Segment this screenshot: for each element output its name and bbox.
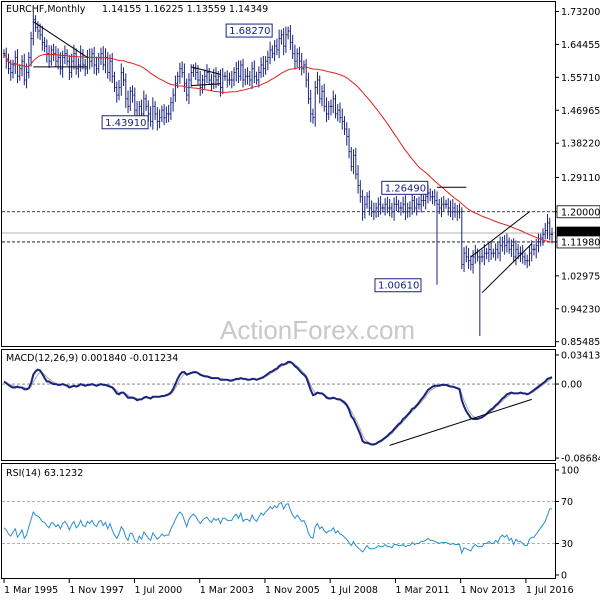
- rsi-grid: [2, 501, 555, 544]
- macd-trendline: [389, 398, 532, 446]
- trendline: [191, 66, 221, 75]
- price-tag-box: [556, 205, 600, 219]
- annotation-box: [225, 23, 273, 38]
- macd-labels: 0.034137 0.00 -0.086849: [555, 350, 600, 465]
- price-y-tick-label: 1.38220: [561, 139, 600, 150]
- annotation-label: 1.43910: [105, 118, 146, 129]
- price-y-tick-label: 1.29110: [561, 173, 600, 184]
- macd-series-macd: [3, 360, 553, 446]
- price-tag-label: 1.11980: [561, 237, 600, 248]
- ohlc-readout: 1.14155 1.16225 1.13559 1.14349: [102, 4, 268, 15]
- price-marks: [3, 11, 553, 336]
- trendlines: [33, 21, 533, 294]
- rsi-y-tick-label: 70: [561, 497, 573, 508]
- rsi-y-tick-label: 30: [561, 539, 573, 550]
- rsi-title: RSI(14) 63.1232: [6, 468, 83, 479]
- rsi-panel-frame: [1, 463, 556, 579]
- macd-title: MACD(12,26,9) 0.001840 -0.011234: [6, 353, 178, 364]
- annotation-label: 1.26490: [385, 183, 426, 194]
- macd-panel-frame: [1, 349, 556, 461]
- x-tick-label: 1 Jul 2000: [134, 585, 182, 596]
- moving-average-line: [3, 53, 553, 243]
- x-tick-label: 1 Nov 2013: [461, 585, 516, 596]
- price-annotation: 1.68270: [225, 23, 273, 38]
- price-tag-label: 1.14349: [561, 229, 600, 240]
- price-annotation: 1.43910: [101, 115, 149, 130]
- x-axis: 1 Mar 1995 1 Nov 1997 1 Jul 2000 1 Mar 2003…: [3, 578, 574, 596]
- annotation-box: [374, 278, 422, 293]
- price-y-tick-label: 0.85485: [561, 337, 600, 348]
- rsi-y-tick-label: 0: [561, 571, 567, 582]
- x-tick-label: 1 Mar 2003: [200, 585, 254, 596]
- x-tick-label: 1 Nov 1997: [69, 585, 124, 596]
- annotation-box: [101, 115, 149, 130]
- annotation-label: 1.68270: [229, 26, 270, 37]
- watermark: ActionForex.com: [220, 315, 415, 345]
- trendline: [191, 83, 221, 87]
- price-grid: [2, 211, 555, 243]
- x-tick-label: 1 Nov 2005: [265, 585, 320, 596]
- rsi-line: [3, 501, 552, 555]
- rsi-marks: [3, 501, 552, 555]
- price-panel-frame: [1, 1, 556, 347]
- macd-y-tick-label: 0.00: [561, 380, 582, 391]
- rsi-labels: 100 70 30 0: [555, 466, 579, 582]
- price-y-tick-label: 1.55710: [561, 73, 600, 84]
- price-y-tick-label: 0.94230: [561, 304, 600, 315]
- trendline: [470, 211, 530, 258]
- price-annotation: 1.00610: [374, 278, 422, 293]
- price-title: EURCHF,Monthly: [6, 4, 86, 15]
- annotation-label: 1.00610: [378, 281, 419, 292]
- trendline: [481, 243, 533, 294]
- price-y-tick-label: 1.02975: [561, 271, 600, 282]
- x-tick-label: 1 Mar 1995: [4, 585, 58, 596]
- trendline: [33, 21, 88, 58]
- x-tick-label: 1 Jul 2016: [526, 585, 574, 596]
- price-labels: 1.73200 1.64455 1.55710 1.46965 1.38220 1.291…: [101, 7, 600, 348]
- x-tick-label: 1 Mar 2011: [395, 585, 449, 596]
- macd-y-tick-label: 0.034137: [561, 350, 600, 361]
- price-tag-label: 1.20000: [561, 207, 600, 218]
- price-y-tick-label: 1.73200: [561, 7, 600, 18]
- price-annotation: 1.26490: [381, 180, 429, 195]
- price-y-tick-label: 1.46965: [561, 106, 600, 117]
- macd-y-tick-label: -0.086849: [561, 454, 600, 465]
- price-y-tick-label: 1.64455: [561, 40, 600, 51]
- rsi-y-tick-label: 100: [561, 466, 579, 477]
- price-tag-box: [556, 235, 600, 249]
- macd-marks: [3, 360, 553, 446]
- x-tick-label: 1 Jul 2008: [330, 585, 378, 596]
- annotation-box: [381, 180, 429, 195]
